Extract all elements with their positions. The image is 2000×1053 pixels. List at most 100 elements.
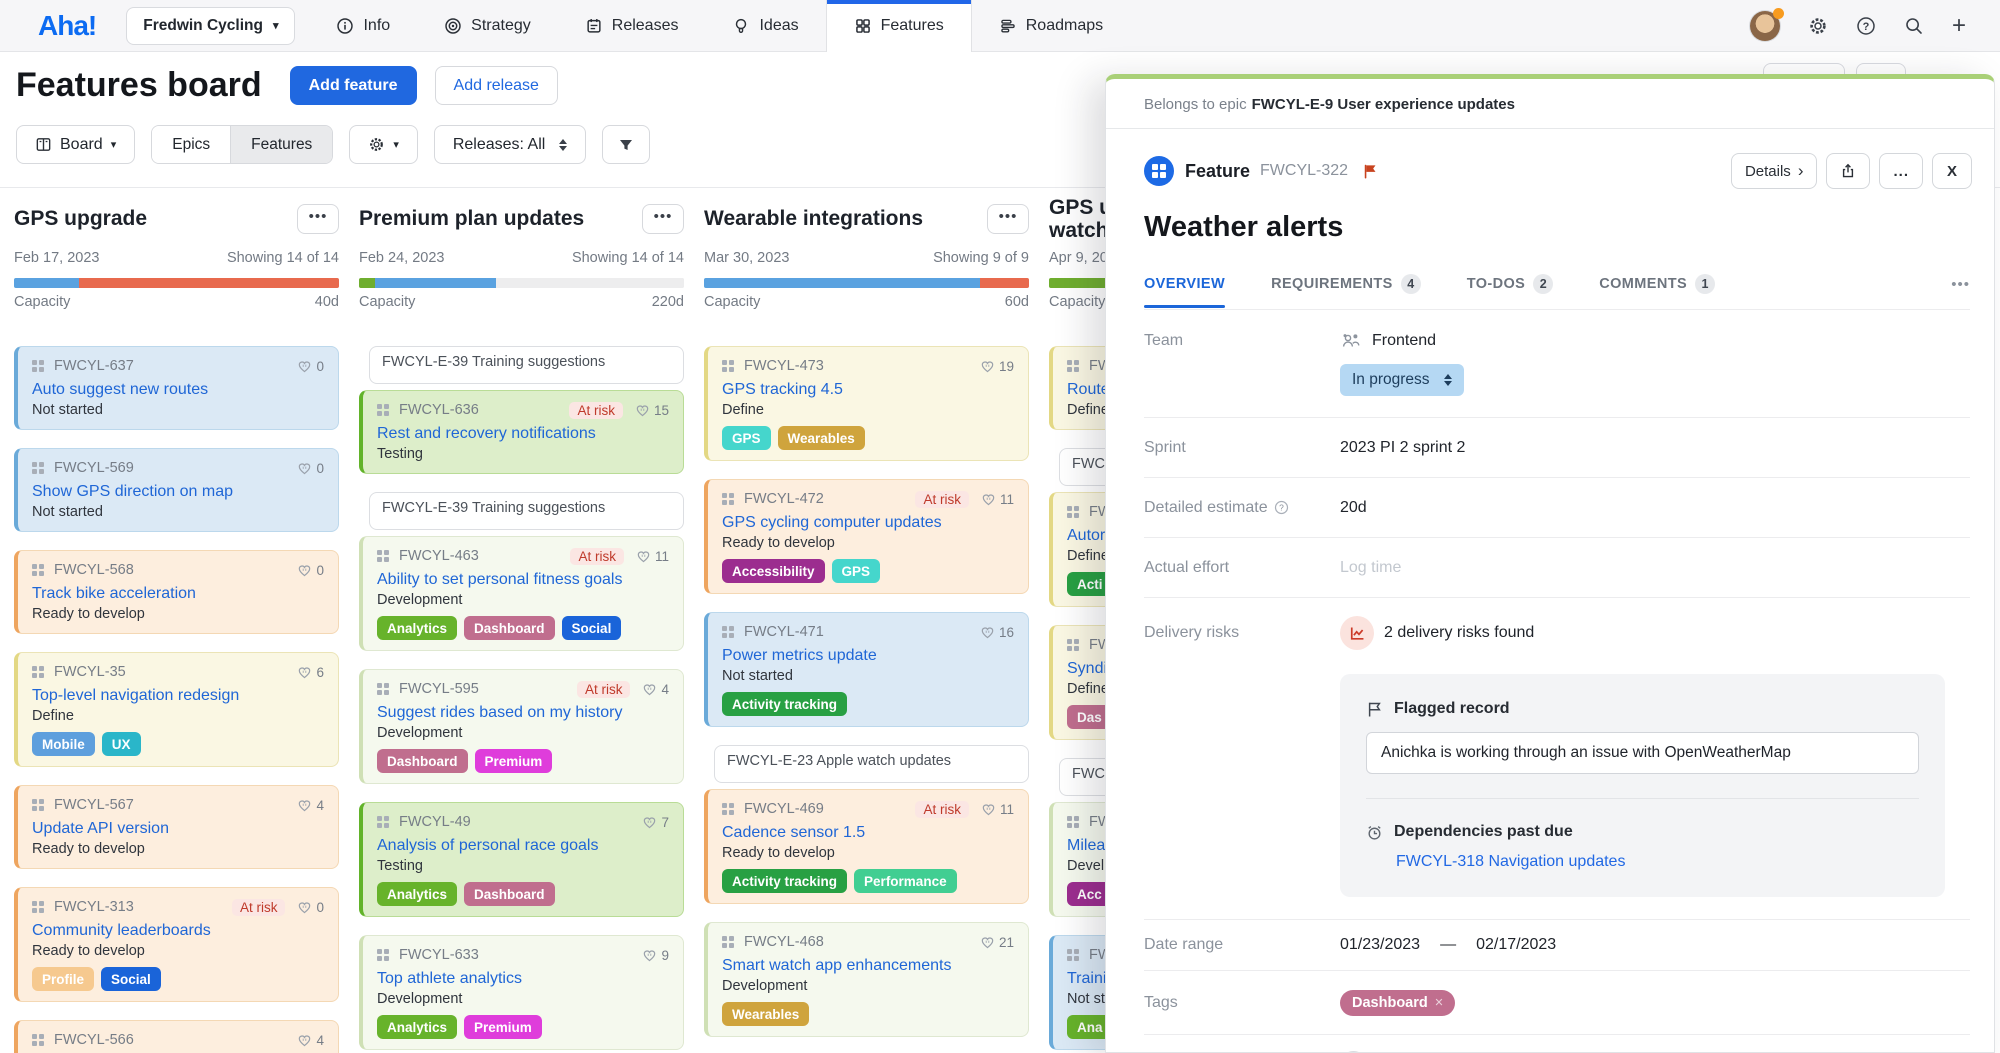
- tag-pill-dashboard[interactable]: Dashboard ×: [1340, 989, 1456, 1016]
- comment-count[interactable]: 0: [297, 461, 324, 476]
- card-title-link[interactable]: Milea: [1067, 837, 1106, 854]
- card-title-link[interactable]: Traini: [1067, 970, 1107, 987]
- card-title-link[interactable]: Auto suggest new routes: [32, 381, 209, 398]
- feature-card[interactable]: FWCYL-469 At risk 11 Cadence sensor 1.5 Read…: [704, 789, 1029, 904]
- drag-handle-icon[interactable]: [722, 936, 734, 948]
- comment-count[interactable]: 11: [981, 802, 1014, 817]
- tag-pill[interactable]: Profile: [32, 967, 95, 991]
- tab-requirements[interactable]: REQUIREMENTS 4: [1271, 274, 1421, 309]
- card-title-link[interactable]: Autor: [1067, 527, 1106, 544]
- risks-value[interactable]: 2 delivery risks found: [1384, 624, 1535, 641]
- user-avatar[interactable]: [1749, 7, 1784, 41]
- drag-handle-icon[interactable]: [377, 816, 389, 828]
- tag-pill[interactable]: Accessibility: [722, 559, 825, 583]
- log-time-placeholder[interactable]: Log time: [1340, 558, 1402, 576]
- toggle-features[interactable]: Features: [230, 126, 333, 163]
- tab-overview[interactable]: OVERVIEW: [1144, 276, 1226, 308]
- drag-handle-icon[interactable]: [32, 360, 44, 372]
- card-title-link[interactable]: GPS cycling computer updates: [722, 514, 942, 531]
- tag-pill[interactable]: Wearables: [722, 1002, 810, 1026]
- tag-pill[interactable]: Acti: [1067, 572, 1113, 596]
- drag-handle-icon[interactable]: [377, 949, 389, 961]
- tag-pill[interactable]: Dashboard: [464, 882, 555, 906]
- help-icon[interactable]: ?: [1856, 16, 1876, 36]
- feature-card[interactable]: FWCYL-468 21 Smart watch app enhancements D…: [704, 922, 1029, 1037]
- estimate-value[interactable]: 20d: [1340, 498, 1367, 516]
- tag-pill[interactable]: Dashboard: [464, 616, 555, 640]
- tag-pill[interactable]: Ana: [1067, 1015, 1113, 1039]
- tag-pill[interactable]: Dashboard: [377, 749, 468, 773]
- nav-item-roadmaps[interactable]: Roadmaps: [972, 0, 1130, 51]
- card-title-link[interactable]: Update API version: [32, 820, 169, 837]
- drag-handle-icon[interactable]: [1067, 506, 1079, 518]
- feature-card[interactable]: FWCYL-568 0 Track bike acceleration Ready t…: [14, 550, 339, 634]
- comment-count[interactable]: 21: [980, 935, 1014, 950]
- comment-count[interactable]: 9: [642, 948, 669, 963]
- nav-item-releases[interactable]: Releases: [558, 0, 706, 51]
- remove-tag-icon[interactable]: ×: [1434, 994, 1444, 1011]
- drag-handle-icon[interactable]: [32, 799, 44, 811]
- drag-handle-icon[interactable]: [1067, 639, 1079, 651]
- add-icon[interactable]: +: [1951, 11, 1966, 39]
- card-title-link[interactable]: GPS tracking 4.5: [722, 381, 843, 398]
- drag-handle-icon[interactable]: [32, 901, 44, 913]
- tag-pill[interactable]: Wearables: [777, 426, 865, 450]
- feature-card[interactable]: FWCYL-471 16 Power metrics update Not start…: [704, 612, 1029, 727]
- tag-pill[interactable]: UX: [101, 732, 141, 756]
- tag-pill[interactable]: Analytics: [377, 616, 458, 640]
- drag-handle-icon[interactable]: [32, 666, 44, 678]
- drag-handle-icon[interactable]: [32, 462, 44, 474]
- drag-handle-icon[interactable]: [32, 564, 44, 576]
- toggle-epics[interactable]: Epics: [152, 126, 231, 163]
- add-release-button[interactable]: Add release: [434, 66, 558, 105]
- feature-card[interactable]: FWCYL-569 0 Show GPS direction on map Not s…: [14, 448, 339, 532]
- comment-count[interactable]: 16: [980, 625, 1014, 640]
- card-title-link[interactable]: Route: [1067, 381, 1110, 398]
- card-title-link[interactable]: Cadence sensor 1.5: [722, 824, 866, 841]
- comment-count[interactable]: 7: [642, 815, 669, 830]
- column-menu-button[interactable]: •••: [987, 204, 1029, 234]
- aha-logo[interactable]: Aha!: [38, 9, 97, 41]
- card-title-link[interactable]: Show GPS direction on map: [32, 483, 233, 500]
- nav-item-strategy[interactable]: Strategy: [417, 0, 558, 51]
- drag-handle-icon[interactable]: [377, 550, 389, 562]
- feature-card[interactable]: FWCYL-595 At risk 4 Suggest rides based on …: [359, 669, 684, 784]
- flagged-record-input[interactable]: [1366, 732, 1919, 774]
- column-menu-button[interactable]: •••: [297, 204, 339, 234]
- dependency-record-link[interactable]: FWCYL-318 Navigation updates: [1396, 853, 1626, 870]
- help-circle-icon[interactable]: ?: [1274, 500, 1289, 515]
- epic-header[interactable]: FWCYL-E-39 Training suggestions: [369, 346, 684, 384]
- board-view-selector[interactable]: Board ▾: [16, 125, 136, 164]
- tag-pill[interactable]: Analytics: [377, 1015, 458, 1039]
- drag-handle-icon[interactable]: [377, 683, 389, 695]
- drag-handle-icon[interactable]: [1067, 949, 1079, 961]
- sprint-value[interactable]: 2023 PI 2 sprint 2: [1340, 438, 1466, 456]
- drag-handle-icon[interactable]: [722, 493, 734, 505]
- tag-pill[interactable]: GPS: [831, 559, 881, 583]
- tab-todos[interactable]: TO-DOS 2: [1467, 274, 1554, 309]
- tabs-overflow-button[interactable]: •••: [1951, 275, 1970, 293]
- drag-handle-icon[interactable]: [722, 626, 734, 638]
- comment-count[interactable]: 4: [642, 682, 669, 697]
- tag-pill[interactable]: GPS: [722, 426, 771, 450]
- tab-comments[interactable]: COMMENTS 1: [1599, 274, 1716, 309]
- board-settings-button[interactable]: ▾: [349, 125, 418, 164]
- card-title-link[interactable]: Analysis of personal race goals: [377, 837, 599, 854]
- card-title-link[interactable]: Top-level navigation redesign: [32, 687, 240, 704]
- comment-count[interactable]: 4: [297, 798, 324, 813]
- epic-header[interactable]: FWCYL-E-39 Training suggestions: [369, 492, 684, 530]
- card-title-link[interactable]: Track bike acceleration: [32, 585, 196, 602]
- team-value[interactable]: Frontend: [1372, 332, 1437, 349]
- feature-card[interactable]: FWCYL-49 7 Analysis of personal race goals…: [359, 802, 684, 917]
- drag-handle-icon[interactable]: [377, 404, 389, 416]
- comment-count[interactable]: 0: [297, 563, 324, 578]
- feature-card[interactable]: FWCYL-313 At risk 0 Community leaderboards R…: [14, 887, 339, 1002]
- feature-card[interactable]: FWCYL-633 9 Top athlete analytics Developme…: [359, 935, 684, 1050]
- comment-count[interactable]: 15: [635, 403, 669, 418]
- feature-card[interactable]: FWCYL-567 4 Update API version Ready to dev…: [14, 785, 339, 869]
- flag-icon[interactable]: [1362, 163, 1379, 180]
- card-title-link[interactable]: Syndi: [1067, 660, 1108, 677]
- details-button[interactable]: Details ›: [1730, 153, 1818, 189]
- tag-pill[interactable]: Social: [101, 967, 161, 991]
- card-title-link[interactable]: Community leaderboards: [32, 922, 211, 939]
